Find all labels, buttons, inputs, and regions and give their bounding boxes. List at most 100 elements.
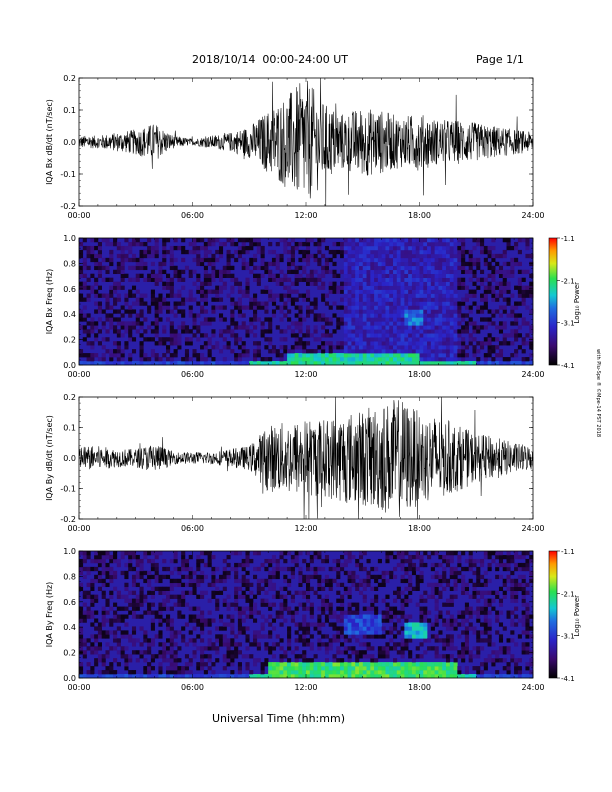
spectrogram-cell — [381, 654, 386, 659]
spectrogram-cell — [181, 238, 186, 243]
spectrogram-cell — [177, 566, 182, 572]
spectrogram-cell — [468, 594, 473, 599]
spectrogram-cell — [404, 305, 409, 310]
spectrogram-cell — [169, 606, 174, 611]
spectrogram-cell — [203, 551, 208, 556]
spectrogram-cell — [268, 578, 273, 584]
spectrogram-cell — [324, 554, 329, 560]
spectrogram-cell — [245, 554, 250, 560]
spectrogram-cell — [408, 626, 413, 631]
spectrogram-cell — [290, 674, 295, 679]
spectrogram-cell — [120, 257, 125, 263]
spectrogram-cell — [120, 674, 125, 679]
spectrogram-cell — [192, 586, 197, 591]
spectrogram-cell — [196, 257, 201, 263]
spectrogram-cell — [442, 249, 447, 255]
spectrogram-cell — [393, 353, 398, 358]
spectrogram-cell — [498, 562, 504, 568]
spectrogram-cell — [525, 642, 530, 647]
spectrogram-cell — [328, 638, 333, 643]
spectrogram-cell — [521, 610, 526, 615]
spectrogram-cell — [351, 325, 356, 330]
spectrogram-cell — [294, 289, 299, 294]
spectrogram-cell — [351, 349, 356, 354]
spectrogram-cell — [260, 253, 265, 259]
spectrogram-cell — [347, 349, 352, 354]
spectrogram-cell — [408, 662, 413, 667]
spectrogram-cell — [184, 297, 190, 302]
spectrogram-cell — [249, 241, 254, 247]
spectrogram-cell — [290, 554, 295, 560]
spectrogram-cell — [427, 297, 432, 302]
spectrogram-cell — [169, 285, 174, 290]
spectrogram-cell — [340, 345, 345, 350]
spectrogram-cell — [377, 337, 382, 342]
spectrogram-cell — [279, 257, 284, 263]
spectrogram-cell — [97, 558, 102, 564]
spectrogram-cell — [377, 674, 382, 679]
spectrogram-cell — [143, 674, 148, 679]
spectrogram-cell — [389, 309, 394, 314]
spectrogram-cell — [430, 277, 435, 282]
spectrogram-cell — [253, 253, 258, 259]
spectrogram-cell — [423, 361, 428, 366]
spectrogram-cell — [377, 313, 382, 318]
spectrogram-cell — [215, 634, 220, 639]
spectrogram-cell — [313, 297, 318, 302]
spectrogram-cell — [105, 349, 110, 354]
spectrogram-cell — [393, 622, 398, 627]
spectrogram-cell — [294, 345, 299, 350]
spectrogram-cell — [487, 265, 492, 271]
spectrogram-cell — [362, 674, 367, 679]
spectrogram-cell — [517, 586, 522, 591]
spectrogram-cell — [464, 321, 469, 326]
spectrogram-cell — [147, 570, 152, 576]
spectrogram-cell — [173, 662, 178, 667]
spectrogram-cell — [423, 349, 428, 354]
spectrogram-cell — [218, 333, 224, 338]
spectrogram-cell — [169, 361, 174, 366]
spectrogram-cell — [166, 618, 171, 623]
spectrogram-cell — [381, 313, 386, 318]
spectrogram-cell — [113, 551, 118, 556]
spectrogram-cell — [408, 313, 413, 318]
spectrogram-cell — [393, 554, 398, 560]
spectrogram-cell — [404, 586, 409, 591]
spectrogram-cell — [94, 618, 99, 623]
spectrogram-cell — [94, 674, 99, 679]
spectrogram-cell — [400, 281, 405, 286]
spectrogram-cell — [128, 305, 133, 310]
spectrogram-cell — [196, 562, 201, 568]
spectrogram-cell — [476, 309, 481, 314]
spectrogram-cell — [113, 610, 118, 615]
spectrogram-cell — [101, 658, 106, 663]
spectrogram-cell — [506, 261, 511, 267]
spectrogram-cell — [389, 574, 394, 580]
spectrogram-cell — [393, 309, 398, 314]
spectrogram-cell — [82, 261, 87, 267]
spectrogram-cell — [128, 289, 133, 294]
spectrogram-cell — [464, 606, 469, 611]
spectrogram-cell — [438, 562, 443, 568]
spectrogram-cell — [355, 662, 360, 667]
spectrogram-cell — [135, 361, 140, 366]
spectrogram-cell — [404, 269, 409, 275]
spectrogram-cell — [408, 281, 413, 286]
spectrogram-cell — [124, 551, 129, 556]
spectrogram-cell — [256, 551, 261, 556]
spectrogram-cell — [328, 333, 333, 338]
spectrogram-cell — [419, 622, 424, 627]
spectrogram-cell — [453, 349, 458, 354]
spectrogram-cell — [94, 281, 99, 286]
spectrogram-cell — [264, 658, 269, 663]
spectrogram-cell — [502, 289, 507, 294]
spectrogram-cell — [234, 646, 239, 651]
spectrogram-cell — [415, 646, 420, 651]
spectrogram-cell — [408, 293, 413, 298]
spectrogram-cell — [340, 357, 345, 362]
spectrogram-cell — [253, 574, 258, 580]
spectrogram-cell — [203, 277, 208, 282]
spectrogram-cell — [347, 353, 352, 358]
spectrogram-cell — [408, 361, 413, 366]
spectrogram-cell — [438, 281, 443, 286]
